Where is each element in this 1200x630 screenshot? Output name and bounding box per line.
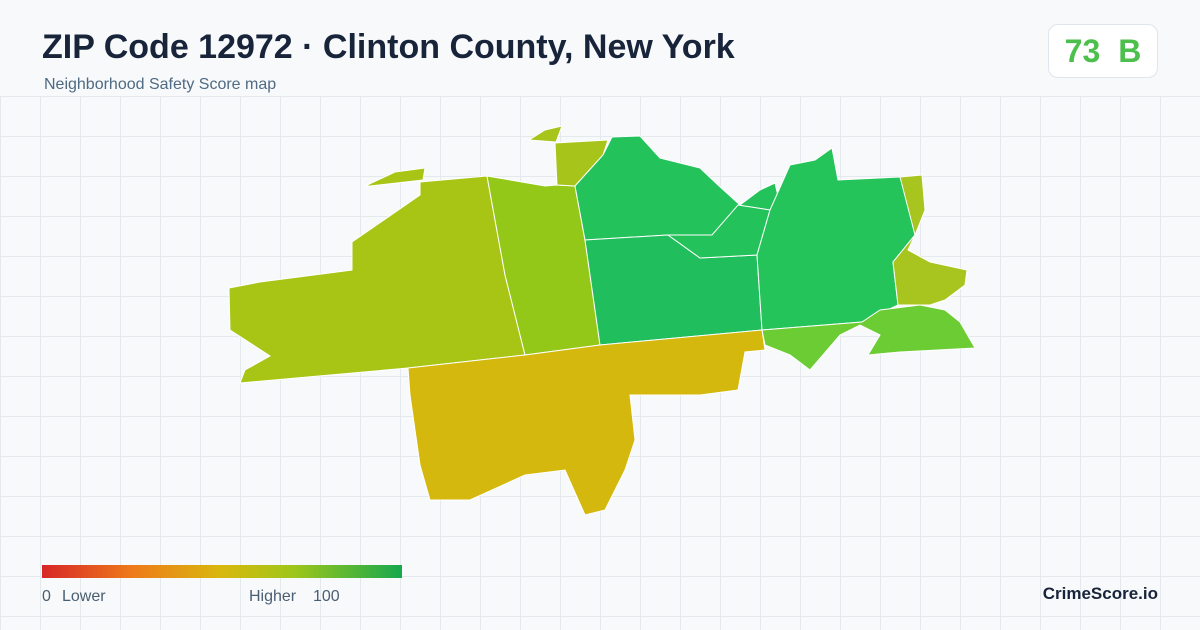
score-grade: B [1118,32,1142,69]
score-badge: 73 B [1048,24,1158,78]
score-value: 73 [1064,32,1101,69]
legend-min-label: Lower [62,588,106,605]
legend-gradient [42,565,402,578]
region [364,167,426,187]
region [756,147,916,331]
subtitle: Neighborhood Safety Score map [44,76,277,93]
region [761,304,976,371]
region [527,125,563,143]
title: ZIP Code 12972 · Clinton County, New Yor… [42,28,735,66]
region [228,175,526,384]
legend-max: 100 [313,588,340,605]
brand: CrimeScore.io [1042,584,1158,603]
legend-max-label: Higher [249,588,297,605]
region [892,174,968,306]
legend-min: 0 [42,588,51,605]
region [407,329,766,516]
